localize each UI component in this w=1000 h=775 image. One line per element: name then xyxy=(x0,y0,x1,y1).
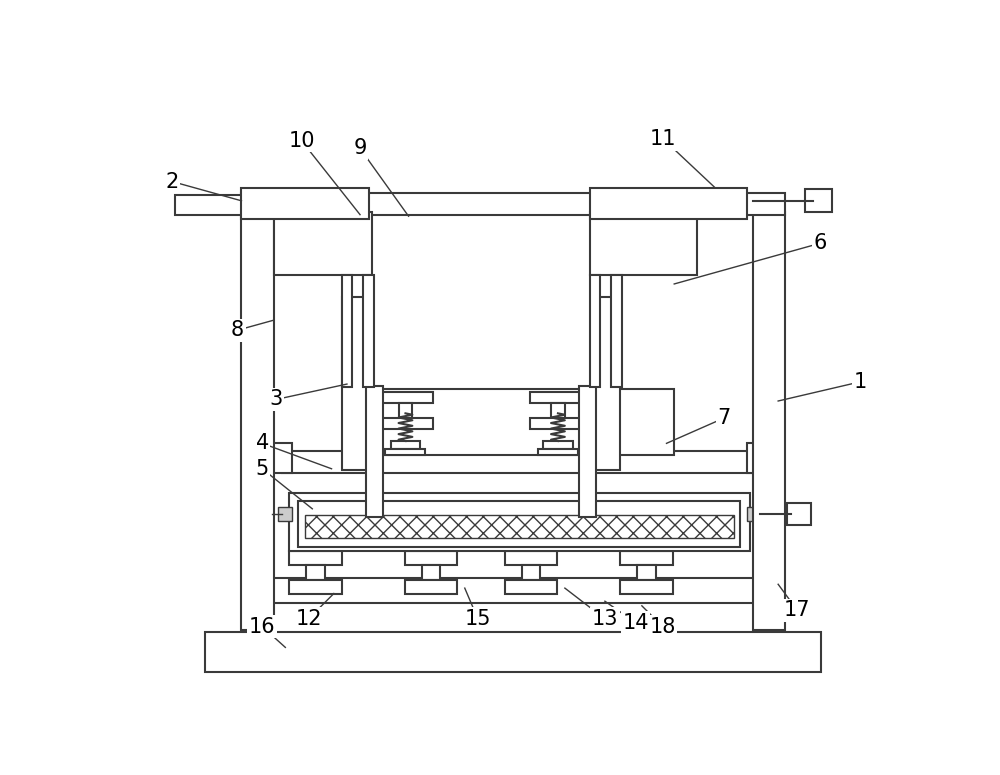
Text: 11: 11 xyxy=(650,129,677,150)
Bar xyxy=(289,551,342,565)
Bar xyxy=(306,565,325,580)
Bar xyxy=(787,504,811,525)
Bar xyxy=(298,501,740,547)
Text: 12: 12 xyxy=(295,609,322,629)
Text: 5: 5 xyxy=(256,459,269,479)
Bar xyxy=(543,441,573,449)
Bar xyxy=(305,515,734,538)
Text: 7: 7 xyxy=(718,408,731,428)
Bar xyxy=(747,508,761,521)
Text: 14: 14 xyxy=(622,613,649,632)
Bar xyxy=(366,390,674,455)
Bar xyxy=(522,565,540,580)
Bar xyxy=(272,443,292,473)
Bar xyxy=(272,578,754,603)
Text: 18: 18 xyxy=(649,617,676,636)
Bar xyxy=(620,580,673,594)
Bar xyxy=(538,449,578,455)
Bar xyxy=(289,580,342,594)
Bar xyxy=(282,451,757,473)
Text: 3: 3 xyxy=(269,390,283,409)
Bar xyxy=(590,188,747,219)
Bar xyxy=(551,402,565,418)
Bar xyxy=(753,212,785,630)
Bar xyxy=(241,193,785,215)
Bar xyxy=(378,418,433,429)
Text: 17: 17 xyxy=(784,601,811,621)
Text: 2: 2 xyxy=(166,171,179,191)
Text: 6: 6 xyxy=(814,233,827,253)
Text: 16: 16 xyxy=(249,617,276,636)
Bar xyxy=(422,565,440,580)
Bar xyxy=(205,632,820,672)
Bar xyxy=(175,195,352,215)
Bar xyxy=(342,275,352,388)
Bar xyxy=(530,418,586,429)
Text: 9: 9 xyxy=(353,139,367,158)
Bar xyxy=(530,391,586,402)
Bar xyxy=(405,551,457,565)
Bar xyxy=(505,580,557,594)
Bar xyxy=(505,551,557,565)
Bar xyxy=(241,188,369,219)
Bar xyxy=(620,551,673,565)
Bar xyxy=(278,508,292,521)
Bar xyxy=(405,580,457,594)
Text: 15: 15 xyxy=(465,609,491,629)
Bar xyxy=(378,391,433,402)
Bar xyxy=(391,441,420,449)
Bar xyxy=(399,402,412,418)
Bar xyxy=(747,443,767,473)
Bar xyxy=(805,189,832,212)
Bar xyxy=(590,212,697,275)
Bar xyxy=(363,275,374,388)
Bar xyxy=(590,275,600,388)
Text: 13: 13 xyxy=(592,609,618,629)
Bar xyxy=(594,297,620,470)
Bar xyxy=(366,386,383,516)
Bar xyxy=(274,212,372,275)
Bar xyxy=(385,449,425,455)
Bar xyxy=(289,494,750,551)
Bar xyxy=(611,275,622,388)
Bar xyxy=(342,297,368,470)
Text: 10: 10 xyxy=(288,131,315,151)
Text: 1: 1 xyxy=(854,372,867,391)
Bar xyxy=(637,565,656,580)
Text: 8: 8 xyxy=(231,320,244,340)
Bar xyxy=(241,212,274,630)
Text: 4: 4 xyxy=(256,433,269,453)
Bar xyxy=(579,386,596,516)
